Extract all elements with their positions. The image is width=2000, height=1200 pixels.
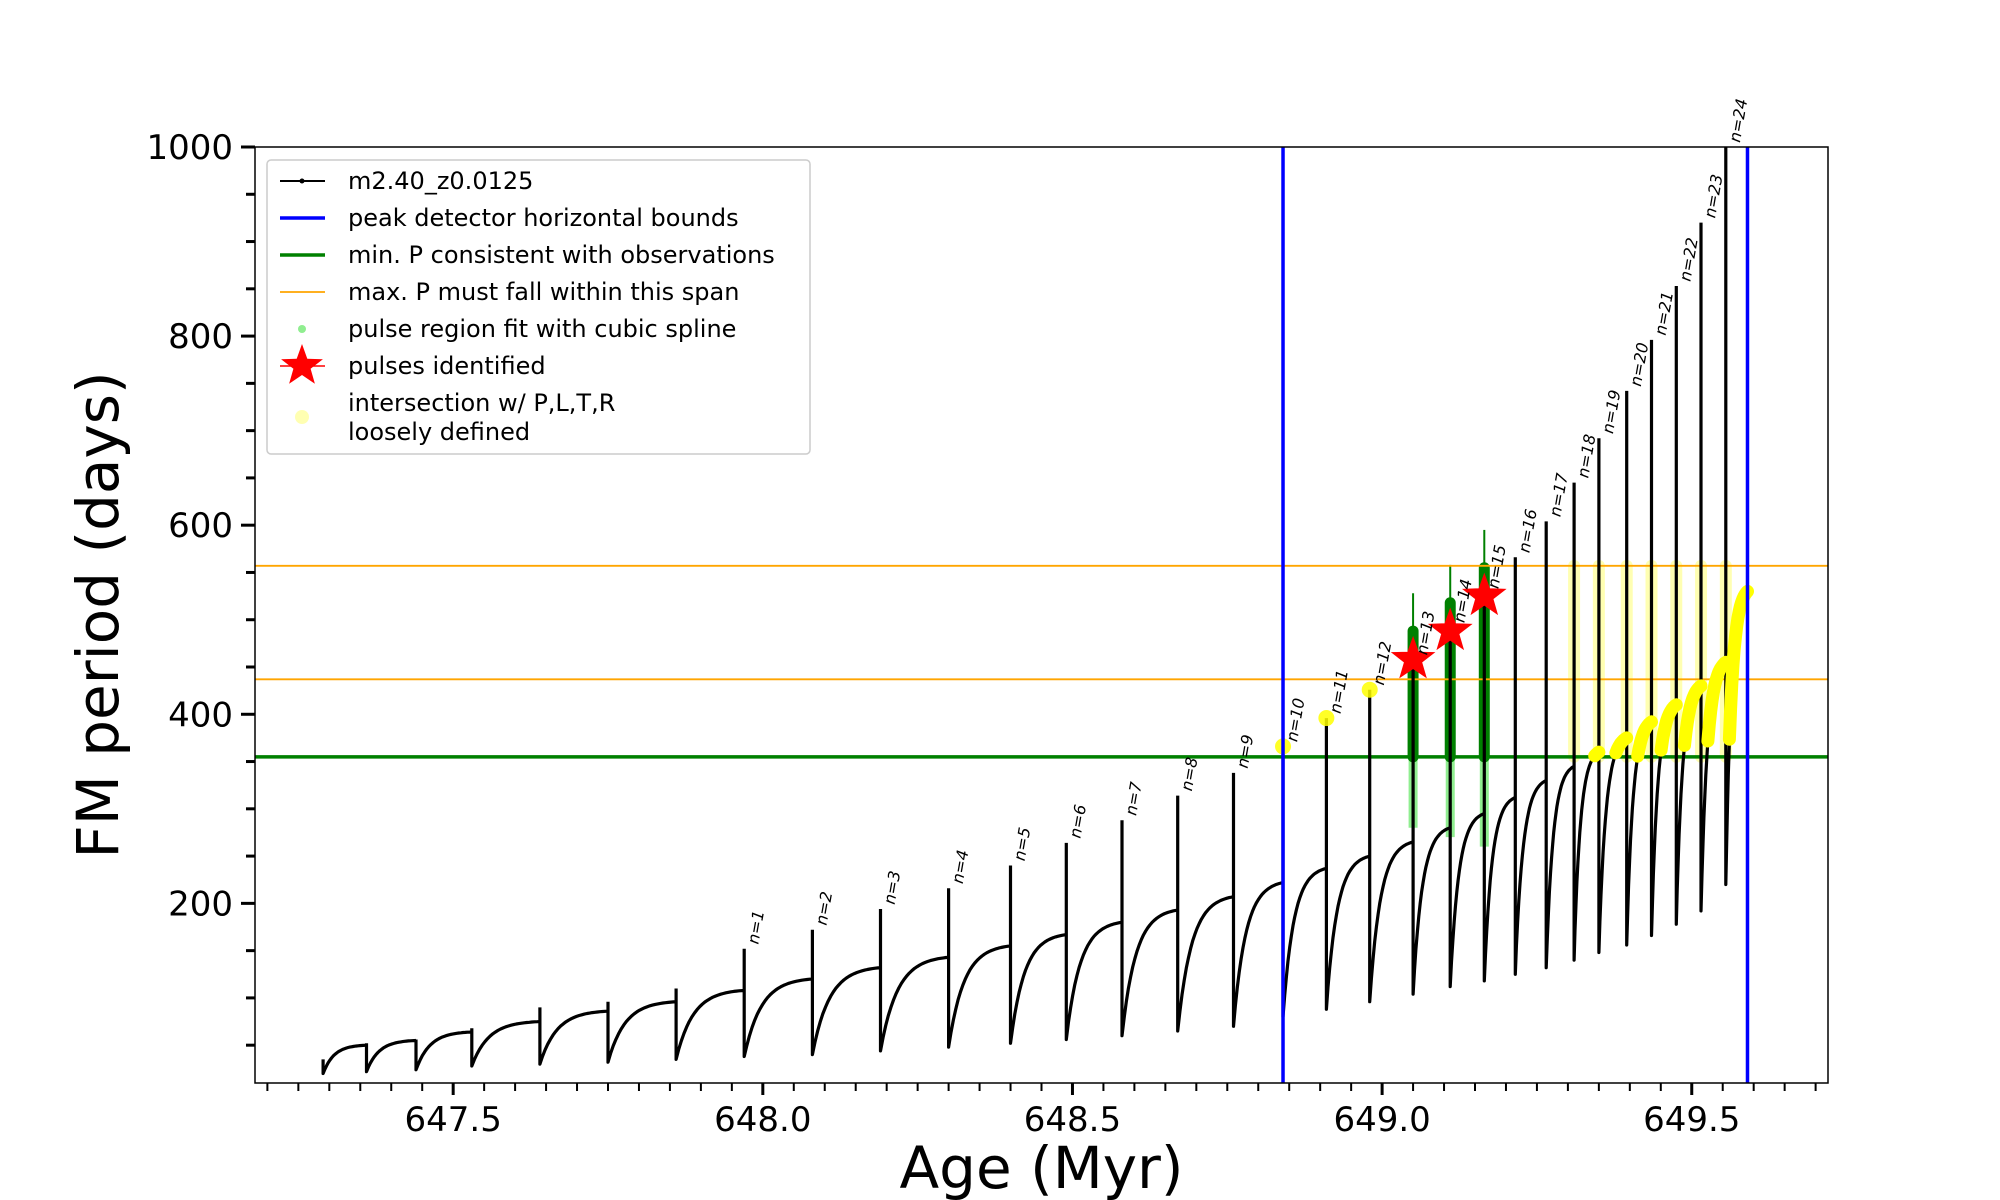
x-tick-label: 648.0	[714, 1100, 811, 1140]
legend-marker-loose	[295, 410, 309, 424]
pulse-star-0	[1390, 635, 1436, 679]
x-tick-label: 649.5	[1643, 1100, 1740, 1140]
loose-curve-27	[1654, 698, 1683, 757]
pulse-label: n=8	[1177, 756, 1202, 793]
y-tick-label: 200	[168, 884, 233, 924]
pulse-label: n=17	[1545, 471, 1571, 518]
legend-label: max. P must fall within this span	[348, 278, 739, 306]
pulse-label: n=11	[1326, 668, 1352, 715]
pulse-label: n=10	[1282, 697, 1308, 744]
y-tick-label: 600	[168, 506, 233, 546]
legend-label: pulses identified	[348, 352, 546, 380]
pulse-label: n=21	[1651, 290, 1677, 337]
loose-curve-29	[1701, 655, 1733, 748]
pulse-star-2	[1462, 572, 1507, 616]
pulse-label: n=14	[1449, 577, 1475, 624]
legend-marker-track-dot	[299, 178, 305, 184]
legend-box	[266, 159, 811, 455]
pulse-label: n=5	[1010, 826, 1035, 863]
pulse-label: n=7	[1121, 780, 1146, 817]
y-tick-label: 800	[168, 317, 233, 357]
legend-marker-spline	[298, 325, 306, 333]
legend-label: peak detector horizontal bounds	[348, 204, 739, 232]
loose-curve-24	[1588, 745, 1606, 763]
pulse-label: n=22	[1676, 236, 1702, 283]
pulse-star-1	[1427, 607, 1473, 651]
pulse-label: n=6	[1065, 803, 1090, 840]
plot-content	[255, 147, 1828, 1083]
loose-curve-28	[1678, 679, 1708, 752]
loose-curve-25	[1609, 731, 1634, 760]
y-tick-label: 400	[168, 695, 233, 735]
x-tick-label: 647.5	[405, 1100, 502, 1140]
x-axis-title: Age (Myr)	[899, 1134, 1183, 1200]
loose-curve-26	[1631, 715, 1658, 763]
legend-label: min. P consistent with observations	[348, 241, 775, 269]
pulse-label: n=3	[880, 869, 905, 906]
loose-point-1	[1318, 710, 1335, 727]
pulse-label: n=2	[812, 890, 837, 927]
y-axis-title: FM period (days)	[64, 371, 132, 858]
pulse-label: n=19	[1598, 388, 1624, 435]
pulse-label: n=1	[743, 909, 768, 946]
pulse-label: n=13	[1412, 610, 1438, 657]
legend-label: m2.40_z0.0125	[348, 167, 533, 195]
pulse-labels: n=1n=2n=3n=4n=5n=6n=7n=8n=9n=10n=11n=12n…	[743, 97, 1751, 945]
legend-label: intersection w/ P,L,T,R	[348, 389, 615, 417]
loose-point-2	[1361, 681, 1378, 698]
pulse-label: n=4	[948, 848, 973, 885]
y-tick-label: 1000	[146, 128, 233, 168]
x-tick-label: 649.0	[1333, 1100, 1430, 1140]
legend-label-line2: loosely defined	[348, 418, 530, 446]
legend-marker-star	[281, 344, 323, 384]
x-tick-label: 648.5	[1024, 1100, 1121, 1140]
loose-curve-30	[1722, 584, 1754, 746]
pulse-label: n=23	[1700, 173, 1726, 220]
pulse-label: n=9	[1233, 733, 1258, 770]
pulse-label: n=15	[1484, 543, 1510, 590]
pulse-label: n=18	[1573, 433, 1599, 480]
pulse-label: n=24	[1725, 97, 1751, 144]
axes: 647.5 648.0 648.5 649.0 649.5 200 400 600 800 100…	[146, 128, 1817, 1140]
pulse-label: n=16	[1514, 507, 1540, 554]
plot-area	[255, 147, 1828, 1083]
legend-label: pulse region fit with cubic spline	[348, 315, 736, 343]
pulse-label: n=20	[1626, 341, 1652, 388]
